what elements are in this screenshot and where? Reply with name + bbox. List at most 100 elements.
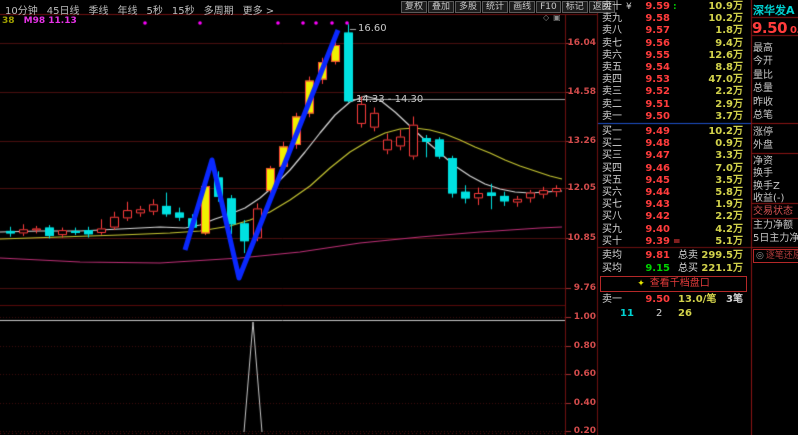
- sell-level-label: 卖一: [602, 110, 622, 122]
- sell-price: 9.53: [645, 74, 670, 86]
- pane-diamond-icon[interactable]: ◇: [543, 13, 550, 22]
- sell-volume: 1.8万: [715, 25, 743, 37]
- sell-price: 9.58: [645, 13, 670, 25]
- quote-field-净资: 净资: [753, 156, 773, 167]
- sell-price: 9.56: [645, 37, 670, 49]
- close-range-label: 14.33 - 14.30: [356, 94, 424, 105]
- trade-counts-row[interactable]: 11 2 26: [598, 308, 751, 320]
- buy-price: 9.40: [645, 223, 670, 235]
- period-menu-item-5[interactable]: 15秒: [171, 6, 195, 17]
- buy-volume: 0.9万: [715, 138, 743, 150]
- quote-field-今开: 今开: [753, 56, 773, 67]
- toolbar-button-3[interactable]: 统计: [482, 1, 509, 13]
- toolbar-button-0[interactable]: 复权: [401, 1, 428, 13]
- sell-avg-value: 9.81: [645, 250, 670, 261]
- period-menu: 10分钟 45日线 季线 年线 5秒 15秒 多周期 更多 >: [5, 2, 274, 17]
- period-menu-item-3[interactable]: 年线: [117, 6, 138, 17]
- buy-level-label: 买二: [602, 138, 622, 150]
- sell-row-6[interactable]: 卖六 9.55 12.6万: [598, 50, 751, 62]
- sell-row-2[interactable]: 卖二 9.51 2.9万: [598, 99, 751, 111]
- quote-field-换手Z: 换手Z: [753, 181, 780, 192]
- buy-row-5[interactable]: 买五 9.45 3.5万: [598, 175, 751, 187]
- period-menu-item-4[interactable]: 5秒: [146, 6, 163, 17]
- buy-row-7[interactable]: 买七 9.43 1.9万: [598, 199, 751, 211]
- tick-replay-icon: ◎: [756, 251, 764, 261]
- buy-row-9[interactable]: 买九 9.40 4.2万: [598, 224, 751, 236]
- period-menu-item-1[interactable]: 45日线: [46, 6, 80, 17]
- toolbar-button-7[interactable]: 返回: [588, 1, 615, 13]
- sell-volume: 47.0万: [708, 74, 743, 86]
- price-axis-tick-label: 14.58: [567, 87, 596, 97]
- trade-count-3: 26: [678, 308, 692, 319]
- sell-row-1[interactable]: 卖一 9.50 3.7万: [598, 111, 751, 123]
- pane-window-icon[interactable]: ▣: [553, 13, 561, 22]
- sell-row-8[interactable]: 卖八 9.57 1.8万: [598, 25, 751, 37]
- buy-row-6[interactable]: 买六 9.44 5.8万: [598, 187, 751, 199]
- last-price: 9.500.: [752, 19, 798, 37]
- signal-axis-tick-label: 0.80: [573, 341, 596, 351]
- sell-row-10[interactable]: 卖十 ¥9.59: 10.9万: [598, 1, 751, 13]
- indicator-ma-value: M98 11.13: [23, 16, 77, 26]
- sell-volume: 2.2万: [715, 86, 743, 98]
- toolbar-button-2[interactable]: 多股: [455, 1, 482, 13]
- toolbar-button-4[interactable]: 画线: [509, 1, 536, 13]
- sell-row-3[interactable]: 卖三 9.52 2.2万: [598, 86, 751, 98]
- period-menu-item-7[interactable]: 更多 >: [242, 6, 275, 17]
- quote-field-主力净额: 主力净额: [753, 220, 793, 231]
- toolbar-button-1[interactable]: 叠加: [428, 1, 455, 13]
- buy-row-10[interactable]: 买十 9.39 = 5.1万: [598, 236, 751, 248]
- buy-volume: 4.2万: [715, 223, 743, 235]
- toolbar-button-5[interactable]: F10: [536, 1, 561, 13]
- sell-level-label: 卖五: [602, 62, 622, 73]
- sell-volume: 9.4万: [715, 37, 743, 49]
- quote-field-换手: 换手: [753, 168, 773, 179]
- sell-average-row[interactable]: 卖均 9.81 总卖 299.5万: [598, 250, 751, 262]
- per-trade-row[interactable]: 卖一 9.50 13.0/笔 3笔: [598, 294, 751, 306]
- signal-axis-tick-label: 0.20: [573, 426, 596, 435]
- trade-count-1: 11: [620, 308, 634, 319]
- buy-row-1[interactable]: 买一 9.49 10.2万: [598, 126, 751, 138]
- sell-row-4[interactable]: 卖四 9.53 47.0万: [598, 74, 751, 86]
- high-price-label: 16.60: [358, 23, 387, 34]
- buy-row-3[interactable]: 买三 9.47 3.3万: [598, 150, 751, 162]
- per-trade-side: 卖一: [602, 294, 622, 305]
- thousand-depth-button[interactable]: ✦ 查看千档盘口: [600, 276, 747, 292]
- sell-row-7[interactable]: 卖七 9.56 9.4万: [598, 38, 751, 50]
- period-menu-item-0[interactable]: 10分钟: [5, 6, 38, 17]
- sell-row-5[interactable]: 卖五 9.54 8.8万: [598, 62, 751, 74]
- pane-icons: ◇ ▣: [543, 13, 561, 22]
- quote-field-外盘: 外盘: [753, 140, 773, 151]
- sell-level-label: 卖三: [602, 86, 622, 98]
- tick-direction-mark: :: [673, 2, 677, 12]
- buy-level-label: 买五: [602, 174, 622, 186]
- buy-level-label: 买九: [602, 223, 622, 235]
- buy-volume: 3.3万: [715, 150, 743, 162]
- buy-row-8[interactable]: 买八 9.42 2.2万: [598, 211, 751, 223]
- buy-volume: 3.5万: [715, 174, 743, 186]
- order-book-panel: 卖十 ¥9.59:10.9万 卖九 9.58 10.2万 卖八 9.57 1.8万 卖七 9.56…: [598, 0, 751, 435]
- buy-volume: 7.0万: [715, 162, 743, 174]
- sell-level-label: 卖九: [602, 13, 622, 25]
- period-menu-item-2[interactable]: 季线: [88, 6, 109, 17]
- period-menu-item-6[interactable]: 多周期: [203, 6, 234, 17]
- sell-price: 9.52: [645, 86, 670, 98]
- indicator-prefix: 38: [2, 16, 15, 26]
- buy-average-row[interactable]: 买均 9.15 总买 221.1万: [598, 263, 751, 275]
- buy-level-label: 买一: [602, 126, 622, 137]
- buy-row-4[interactable]: 买四 9.46 7.0万: [598, 163, 751, 175]
- buy-price: 9.43: [645, 199, 670, 211]
- change-fragment: 0.: [790, 25, 798, 36]
- tick-replay-button[interactable]: ◎ 逐笔还原: [753, 249, 798, 263]
- sell-volume: 10.9万: [708, 1, 743, 12]
- sell-row-9[interactable]: 卖九 9.58 10.2万: [598, 13, 751, 25]
- buy-avg-value: 9.15: [645, 262, 670, 274]
- buy-level-label: 买四: [602, 162, 622, 174]
- last-price-value: 9.50: [752, 19, 788, 37]
- stock-name: 深华发A: [753, 4, 795, 17]
- toolbar-button-6[interactable]: 标记: [561, 1, 588, 13]
- buy-price: 9.48: [645, 138, 670, 150]
- quote-field-涨停: 涨停: [753, 127, 773, 138]
- buy-row-2[interactable]: 买二 9.48 0.9万: [598, 138, 751, 150]
- price-axis-tick-label: 10.85: [567, 233, 596, 243]
